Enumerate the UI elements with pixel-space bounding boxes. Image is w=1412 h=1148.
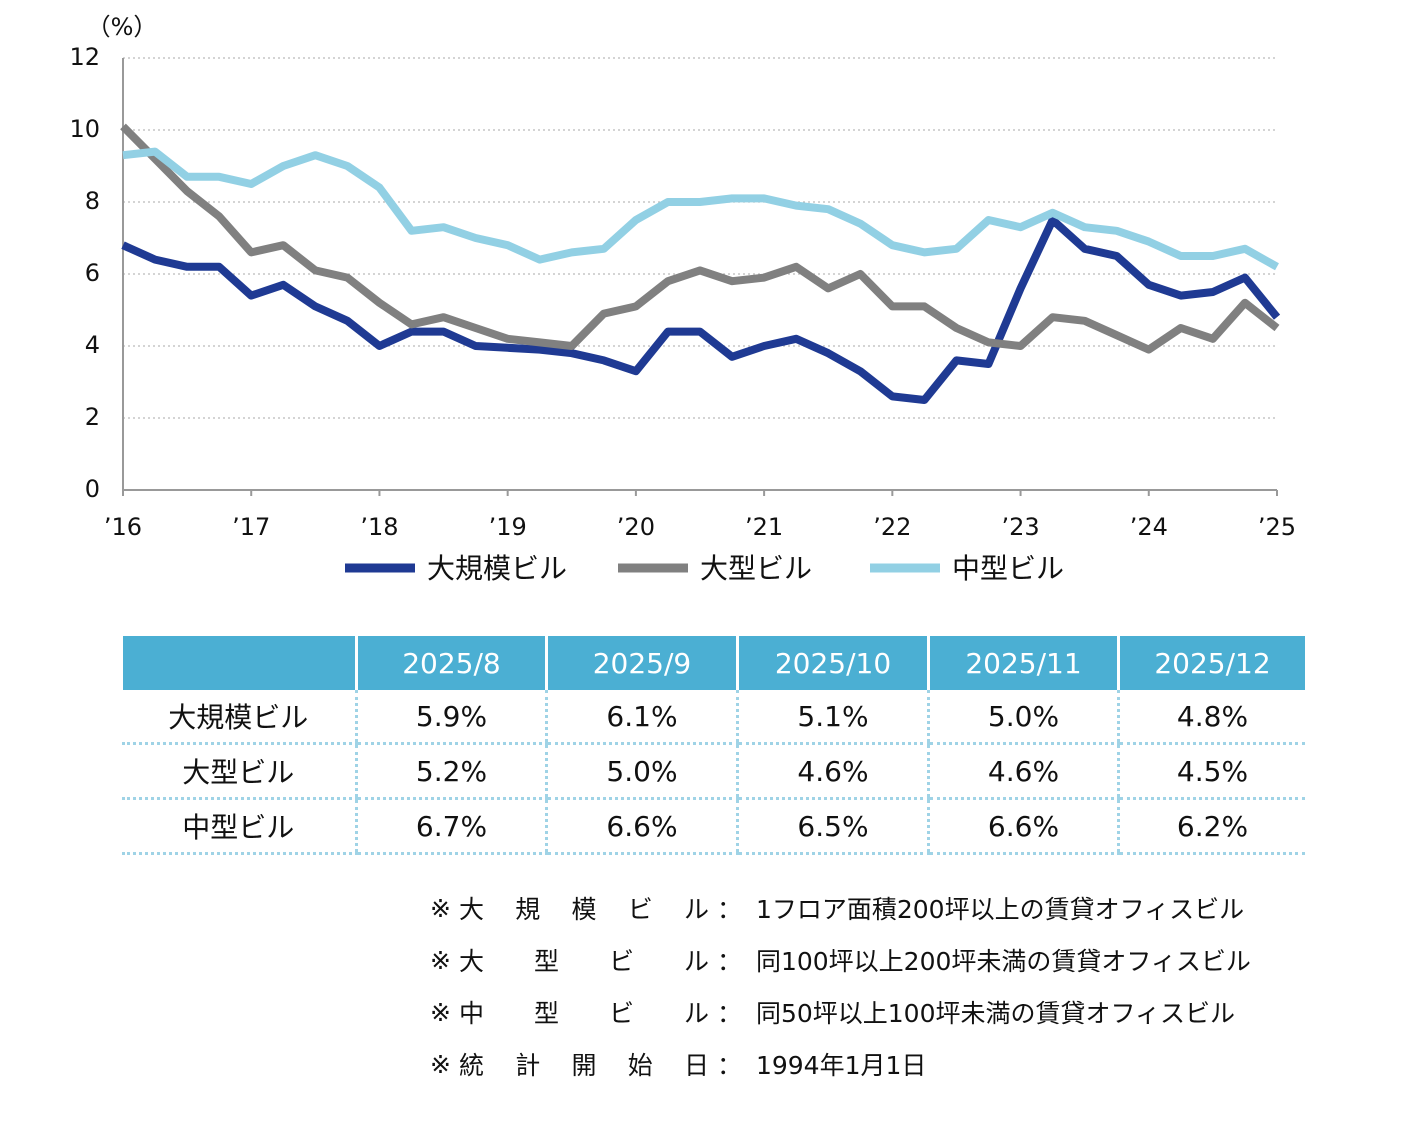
x-tick-label: ’25 (1258, 513, 1296, 541)
legend-label: 大型ビル (700, 552, 812, 585)
table-corner (120, 636, 357, 690)
note-sep: ： (716, 999, 742, 1028)
table-cell: 4.6% (736, 743, 929, 800)
legend-label: 中型ビル (952, 552, 1064, 585)
note-text: 同100坪以上200坪未満の賃貸オフィスビル (755, 947, 1251, 976)
note-label: 中 型 ビ ル (458, 999, 709, 1028)
table-cell: 6.7% (355, 798, 547, 855)
legend-label: 大規模ビル (427, 552, 567, 585)
y-tick-label: 2 (85, 403, 100, 431)
table-header-cell: 2025/10 (736, 636, 929, 690)
series-line (120, 123, 1280, 354)
note-sep: ： (716, 947, 742, 976)
series-line (121, 216, 1281, 404)
x-tick-label: ’19 (489, 513, 527, 541)
table-cell: 5.0% (927, 690, 1119, 745)
table-row-label: 中型ビル (121, 798, 357, 855)
note-sep: ： (716, 895, 742, 924)
table-cell: 4.5% (1117, 743, 1305, 800)
table: 2025/8 2025/9 2025/10 2025/11 2025/12 大規模ビル 5.… (120, 636, 1305, 855)
y-tick-label: 10 (69, 115, 100, 143)
note-mark: ※ (430, 997, 451, 1027)
notes: ※ 大 規 模 ビ ル： 1フロア面積200坪以上の賃貸オフィスビル ※ 大 型 ビ ル… (430, 882, 1251, 1090)
note-text: 1994年1月1日 (755, 1051, 927, 1080)
note-mark: ※ (430, 1049, 451, 1079)
y-tick-label: 0 (85, 475, 100, 503)
table-header-row: 2025/8 2025/9 2025/10 2025/11 2025/12 (120, 636, 1305, 690)
table-header-cell: 2025/12 (1117, 636, 1305, 690)
table-cell: 4.6% (927, 743, 1119, 800)
table-header-cell: 2025/11 (927, 636, 1119, 690)
table-row-label: 大規模ビル (121, 690, 357, 745)
note: ※ 統 計 開 始 日： 1994年1月1日 (430, 1038, 1251, 1090)
table-row-label: 大型ビル (121, 743, 357, 800)
y-tick-label: 8 (85, 187, 100, 215)
table-row: 大規模ビル 5.9% 6.1% 5.1% 5.0% 4.8% (121, 690, 1305, 745)
note-label: 大 規 模 ビ ル (458, 895, 709, 924)
y-tick-label: 6 (85, 259, 100, 287)
note-label: 大 型 ビ ル (458, 947, 709, 976)
table-cell: 5.0% (545, 743, 738, 800)
table-cell: 5.9% (355, 690, 547, 745)
x-tick-label: ’18 (360, 513, 398, 541)
x-tick-label: ’23 (1001, 513, 1039, 541)
note-mark: ※ (430, 945, 451, 975)
y-tick-label: 4 (85, 331, 100, 359)
y-tick-label: 12 (69, 43, 100, 71)
note-text: 1フロア面積200坪以上の賃貸オフィスビル (755, 895, 1245, 924)
table-header-cell: 2025/9 (545, 636, 738, 690)
table-cell: 5.2% (355, 743, 547, 800)
x-tick-label: ’22 (873, 513, 911, 541)
table-cell: 6.2% (1117, 798, 1305, 855)
table-header-cell: 2025/8 (355, 636, 547, 690)
table-cell: 6.1% (545, 690, 738, 745)
chart: （%） 0 2 4 6 8 10 12 ’16 ’17 ’18 ’19 ’20 ’21 ’22 ’23 ’24… (69, 13, 1296, 585)
x-tick-label: ’16 (104, 513, 142, 541)
note-label: 統 計 開 始 日 (458, 1051, 709, 1080)
note-mark: ※ (430, 893, 451, 923)
x-tick-label: ’24 (1130, 513, 1168, 541)
note-sep: ： (716, 1051, 742, 1080)
x-tick-label: ’17 (232, 513, 270, 541)
note: ※ 大 型 ビ ル： 同100坪以上200坪未満の賃貸オフィスビル (430, 934, 1251, 986)
note-text: 同50坪以上100坪未満の賃貸オフィスビル (755, 999, 1235, 1028)
x-tick-label: ’21 (745, 513, 783, 541)
table-cell: 6.6% (545, 798, 738, 855)
table-cell: 6.6% (927, 798, 1119, 855)
table-cell: 4.8% (1117, 690, 1305, 745)
note: ※ 中 型 ビ ル： 同50坪以上100坪未満の賃貸オフィスビル (430, 986, 1251, 1038)
series-line (122, 147, 1279, 271)
x-tick-label: ’20 (617, 513, 655, 541)
table-row: 中型ビル 6.7% 6.6% 6.5% 6.6% 6.2% (121, 798, 1305, 855)
table-cell: 5.1% (736, 690, 929, 745)
y-axis-label: （%） (87, 13, 158, 41)
table-row: 大型ビル 5.2% 5.0% 4.6% 4.6% 4.5% (121, 743, 1305, 800)
note: ※ 大 規 模 ビ ル： 1フロア面積200坪以上の賃貸オフィスビル (430, 882, 1251, 934)
table-cell: 6.5% (736, 798, 929, 855)
